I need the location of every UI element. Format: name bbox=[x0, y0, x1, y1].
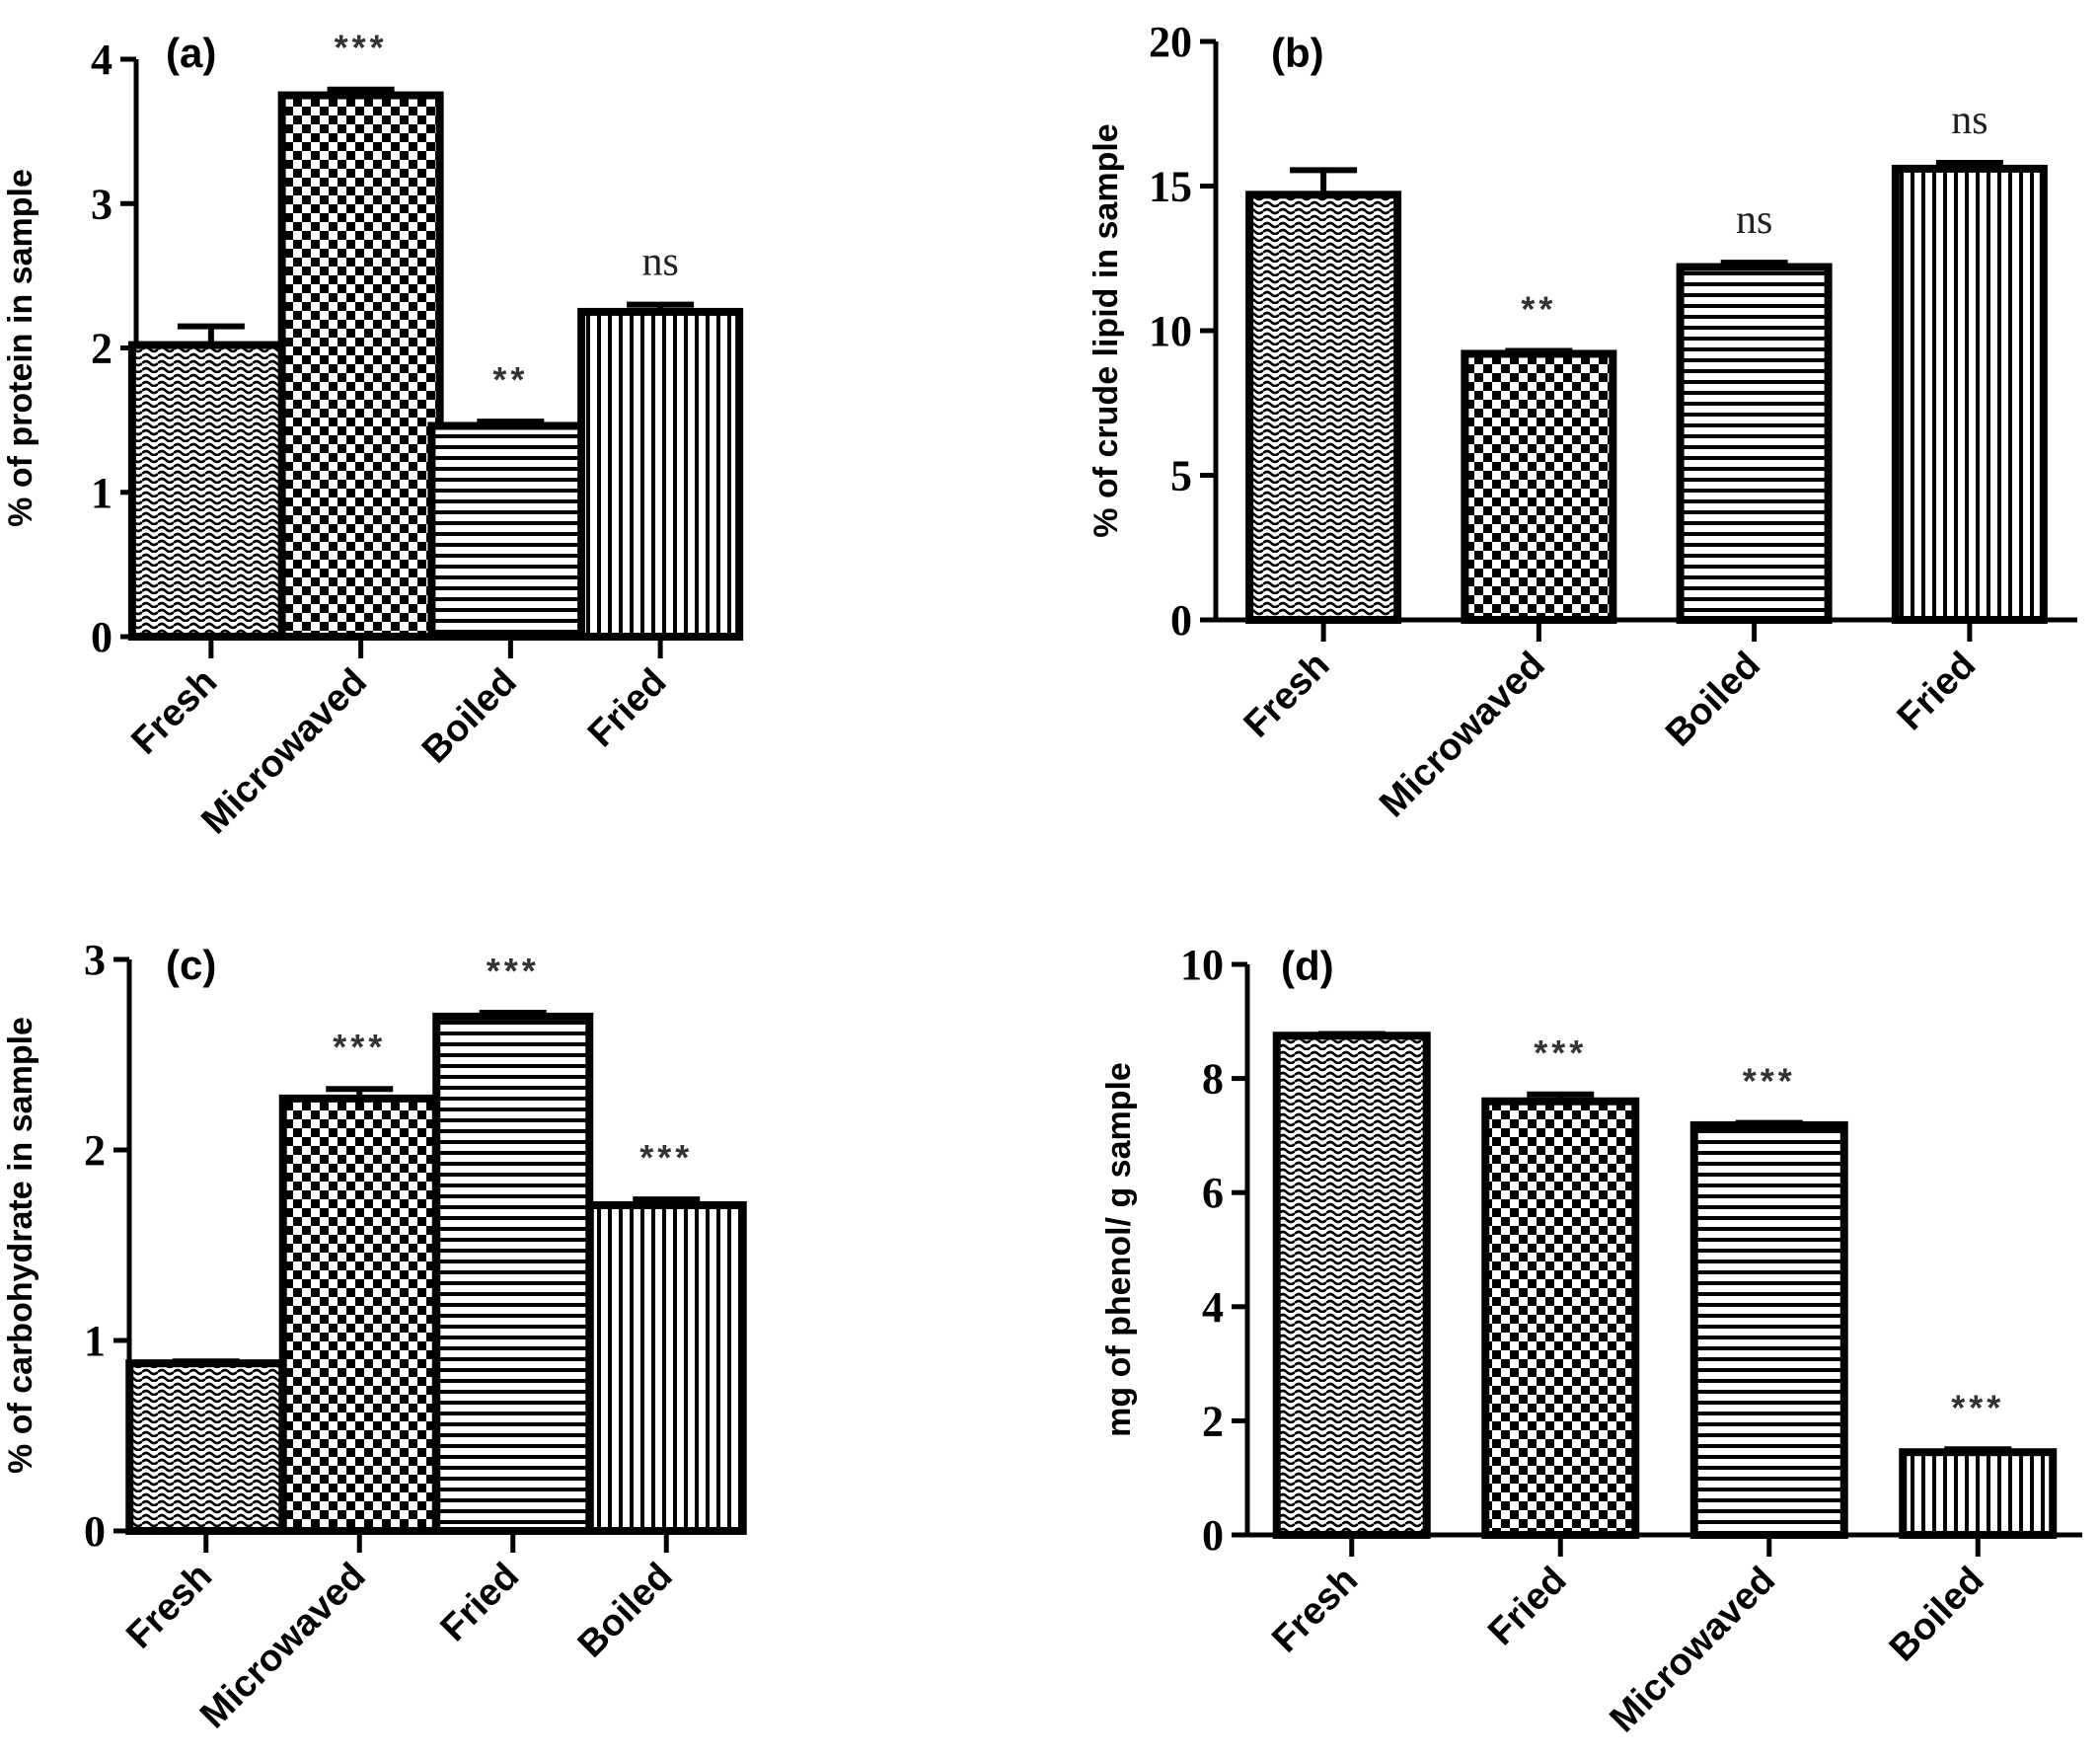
bar-fresh bbox=[125, 1359, 287, 1536]
y-tick-label: 15 bbox=[1149, 163, 1192, 211]
y-tick-label: 10 bbox=[1149, 307, 1192, 355]
y-tick-label: 3 bbox=[84, 936, 106, 984]
bar-boiled bbox=[585, 1200, 747, 1535]
bar-microwaved bbox=[278, 1094, 440, 1535]
category-label-boiled: Boiled bbox=[1658, 645, 1768, 755]
y-tick-label: 5 bbox=[1170, 452, 1192, 500]
y-axis-title: % of crude lipid in sample bbox=[1088, 123, 1125, 537]
bar-fresh bbox=[1272, 1031, 1431, 1539]
y-tick-label: 0 bbox=[1202, 1511, 1224, 1560]
category-label-fried: Fried bbox=[580, 661, 674, 755]
panel-a: (a)% of protein in sample01234Fresh***Mi… bbox=[2, 28, 744, 842]
significance-label: ns bbox=[1736, 197, 1772, 243]
bar-fried bbox=[1481, 1097, 1640, 1539]
category-label-boiled: Boiled bbox=[1882, 1560, 1992, 1670]
bar-boiled bbox=[1899, 1448, 2058, 1539]
category-label-boiled: Boiled bbox=[414, 661, 525, 772]
panel-tag: (a) bbox=[166, 30, 216, 76]
category-label-microwaved: Microwaved bbox=[192, 1556, 374, 1737]
category-label-microwaved: Microwaved bbox=[1372, 645, 1553, 826]
y-tick-label: 2 bbox=[91, 325, 112, 373]
bar-boiled bbox=[1676, 263, 1833, 624]
y-tick-label: 2 bbox=[84, 1126, 106, 1175]
bar-fresh bbox=[127, 341, 294, 641]
y-axis-title: % of protein in sample bbox=[2, 169, 39, 527]
y-tick-label: 0 bbox=[91, 613, 112, 661]
bar-fried bbox=[432, 1012, 594, 1535]
category-label-fresh: Fresh bbox=[123, 661, 225, 763]
panel-c: (c) % of carbohydrate in sample 0 1 2 3 Fresh *… bbox=[2, 936, 747, 1737]
significance-label: ns bbox=[641, 240, 678, 285]
category-label-fresh: Fresh bbox=[1264, 1560, 1366, 1661]
bar-fried bbox=[1891, 164, 2048, 624]
category-label-microwaved: Microwaved bbox=[1603, 1560, 1784, 1741]
significance-label: ** bbox=[492, 359, 528, 400]
bar-microwaved bbox=[277, 91, 444, 641]
panel-d: (d) mg of phenol/ g sample 0 2 4 6 8 10 Fresh ***… bbox=[1100, 941, 2082, 1740]
category-label-fresh: Fresh bbox=[118, 1556, 220, 1657]
category-label-fried: Fried bbox=[1480, 1560, 1574, 1653]
panel-tag: (b) bbox=[1271, 30, 1324, 76]
y-axis-title: mg of phenol/ g sample bbox=[1100, 1062, 1138, 1437]
significance-label: ** bbox=[1521, 289, 1556, 330]
significance-label: *** bbox=[335, 28, 388, 68]
significance-label: *** bbox=[333, 1027, 386, 1067]
y-tick-label: 1 bbox=[84, 1317, 106, 1365]
bar-fried bbox=[577, 307, 744, 641]
significance-label: *** bbox=[487, 951, 540, 991]
category-label-boiled: Boiled bbox=[570, 1556, 681, 1666]
significance-label: *** bbox=[1534, 1032, 1587, 1073]
y-tick-label: 8 bbox=[1202, 1055, 1224, 1104]
panel-b: (b) % of crude lipid in sample 0 5 10 15 20 Fre… bbox=[1088, 18, 2077, 825]
bar-fresh bbox=[1245, 191, 1402, 624]
panel-tag: (c) bbox=[166, 942, 216, 988]
y-tick-label: 3 bbox=[91, 180, 112, 228]
panel-tag: (d) bbox=[1281, 943, 1334, 989]
significance-label: *** bbox=[1951, 1387, 2004, 1427]
y-tick-label: 10 bbox=[1180, 941, 1224, 989]
category-label-fresh: Fresh bbox=[1237, 645, 1338, 746]
significance-label: ns bbox=[1951, 98, 1988, 143]
significance-label: *** bbox=[639, 1137, 693, 1178]
y-tick-label: 0 bbox=[1170, 596, 1192, 645]
y-tick-label: 1 bbox=[91, 469, 112, 517]
significance-label: *** bbox=[1743, 1061, 1796, 1102]
y-tick-label: 2 bbox=[1202, 1397, 1224, 1445]
y-tick-label: 6 bbox=[1202, 1169, 1224, 1217]
y-tick-label: 0 bbox=[84, 1507, 106, 1556]
category-label-fried: Fried bbox=[1890, 645, 1984, 738]
category-label-fried: Fried bbox=[433, 1556, 527, 1649]
y-axis-title: % of carbohydrate in sample bbox=[2, 1017, 39, 1474]
bar-microwaved bbox=[1689, 1120, 1848, 1539]
bar-boiled bbox=[427, 421, 594, 641]
y-tick-label: 4 bbox=[91, 36, 112, 84]
bar-microwaved bbox=[1461, 349, 1617, 624]
y-tick-label: 20 bbox=[1149, 18, 1192, 66]
y-tick-label: 4 bbox=[1202, 1283, 1224, 1332]
